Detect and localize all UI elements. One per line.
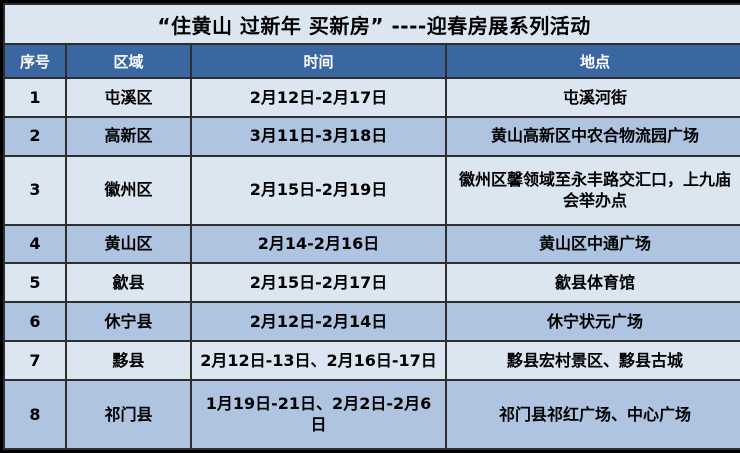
region-cell: 黟县 bbox=[65, 340, 192, 381]
region-cell: 徽州区 bbox=[65, 154, 192, 226]
region-cell: 歙县 bbox=[65, 262, 192, 304]
region-cell: 休宁县 bbox=[65, 301, 192, 343]
region-cell: 黄山区 bbox=[65, 223, 192, 265]
place-cell: 歙县体育馆 bbox=[444, 262, 740, 304]
event-table: “住黄山 过新年 买新房” ----迎春房展系列活动 序号 区域 时间 地点 1… bbox=[2, 3, 740, 451]
table-row: 5 歙县 2月15日-2月17日 歙县体育馆 bbox=[3, 262, 740, 304]
column-header-number: 序号 bbox=[3, 43, 67, 79]
region-cell: 祁门县 bbox=[65, 378, 192, 451]
place-cell: 屯溪河街 bbox=[444, 77, 740, 118]
table-row: 3 徽州区 2月15日-2月19日 徽州区馨领域至永丰路交汇口，上九庙会举办点 bbox=[3, 154, 740, 226]
place-cell: 祁门县祁红广场、中心广场 bbox=[444, 378, 740, 451]
place-cell: 黄山区中通广场 bbox=[444, 223, 740, 265]
row-number-cell: 4 bbox=[3, 223, 67, 265]
table-row: 6 休宁县 2月12日-2月14日 休宁状元广场 bbox=[3, 301, 740, 343]
row-number-cell: 2 bbox=[3, 115, 67, 157]
place-cell: 休宁状元广场 bbox=[444, 301, 740, 343]
row-number-cell: 8 bbox=[3, 378, 67, 451]
table-row: 1 屯溪区 2月12日-2月17日 屯溪河街 bbox=[3, 77, 740, 118]
time-cell: 3月11日-3月18日 bbox=[190, 115, 447, 157]
table-body: 1 屯溪区 2月12日-2月17日 屯溪河街 2 高新区 3月11日-3月18日 黄山高新区中… bbox=[3, 77, 740, 451]
place-cell: 徽州区馨领域至永丰路交汇口，上九庙会举办点 bbox=[444, 154, 740, 226]
row-number-cell: 3 bbox=[3, 154, 67, 226]
table-title: “住黄山 过新年 买新房” ----迎春房展系列活动 bbox=[2, 3, 740, 45]
row-number-cell: 5 bbox=[3, 262, 67, 304]
place-cell: 黟县宏村景区、黟县古城 bbox=[444, 340, 740, 381]
table-row: 2 高新区 3月11日-3月18日 黄山高新区中农合物流园广场 bbox=[3, 115, 740, 157]
region-cell: 屯溪区 bbox=[65, 77, 192, 118]
title-row: “住黄山 过新年 买新房” ----迎春房展系列活动 bbox=[2, 3, 740, 45]
time-cell: 2月14-2月16日 bbox=[190, 223, 447, 265]
time-cell: 2月12日-2月17日 bbox=[190, 77, 447, 118]
column-header-place: 地点 bbox=[444, 43, 740, 79]
table-row: 4 黄山区 2月14-2月16日 黄山区中通广场 bbox=[3, 223, 740, 265]
table-row: 8 祁门县 1月19日-21日、2月2日-2月6日 祁门县祁红广场、中心广场 bbox=[3, 378, 740, 451]
column-header-region: 区域 bbox=[65, 43, 192, 79]
place-cell: 黄山高新区中农合物流园广场 bbox=[444, 115, 740, 157]
time-cell: 2月12日-13日、2月16日-17日 bbox=[190, 340, 447, 381]
time-cell: 2月12日-2月14日 bbox=[190, 301, 447, 343]
region-cell: 高新区 bbox=[65, 115, 192, 157]
row-number-cell: 1 bbox=[3, 77, 67, 118]
row-number-cell: 7 bbox=[3, 340, 67, 381]
header-row: 序号 区域 时间 地点 bbox=[3, 43, 740, 79]
time-cell: 2月15日-2月19日 bbox=[190, 154, 447, 226]
time-cell: 2月15日-2月17日 bbox=[190, 262, 447, 304]
table-row: 7 黟县 2月12日-13日、2月16日-17日 黟县宏村景区、黟县古城 bbox=[3, 340, 740, 381]
row-number-cell: 6 bbox=[3, 301, 67, 343]
time-cell: 1月19日-21日、2月2日-2月6日 bbox=[190, 378, 447, 451]
column-header-time: 时间 bbox=[190, 43, 447, 79]
